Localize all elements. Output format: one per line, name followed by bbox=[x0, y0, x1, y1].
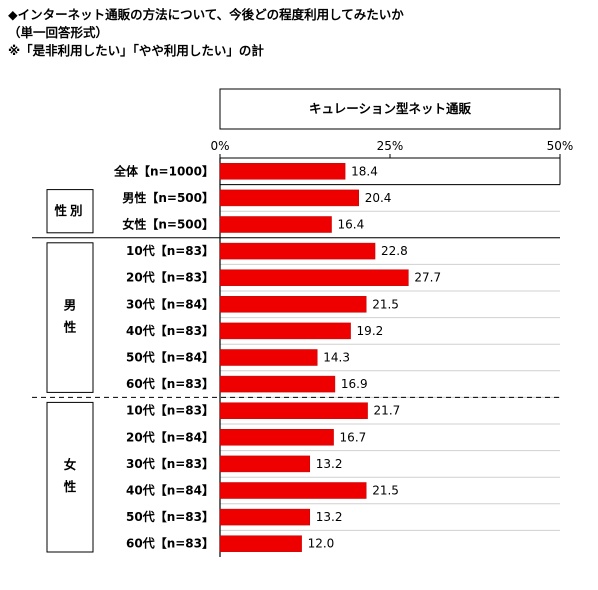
bar bbox=[219, 455, 311, 473]
series-header-box bbox=[219, 88, 561, 130]
bar bbox=[219, 508, 311, 526]
bar bbox=[219, 296, 367, 313]
category-label: 10代【n=83】 bbox=[126, 243, 214, 258]
value-label: 13.2 bbox=[316, 457, 343, 471]
value-label: 18.4 bbox=[351, 164, 378, 178]
category-label: 全体【n=1000】 bbox=[113, 163, 214, 178]
category-label: 30代【n=83】 bbox=[126, 456, 214, 471]
value-label: 21.5 bbox=[372, 297, 399, 311]
bar bbox=[219, 402, 368, 419]
x-tick-label: 25% bbox=[377, 139, 404, 153]
bar bbox=[219, 269, 409, 286]
category-label: 10代【n=83】 bbox=[126, 403, 214, 418]
title-line: ◆インターネット通販の方法について、今後どの程度利用してみたいか bbox=[8, 7, 404, 22]
category-label: 20代【n=84】 bbox=[126, 429, 214, 444]
value-label: 27.7 bbox=[414, 271, 441, 285]
category-label: 30代【n=84】 bbox=[126, 296, 214, 311]
group-box-male bbox=[46, 242, 94, 393]
bar bbox=[219, 429, 334, 446]
category-label: 60代【n=83】 bbox=[126, 536, 214, 551]
group-label: 女性 bbox=[63, 457, 77, 494]
category-label: 40代【n=83】 bbox=[126, 323, 214, 338]
group-label: 男性 bbox=[63, 298, 77, 335]
value-label: 22.8 bbox=[381, 244, 408, 258]
bar bbox=[219, 349, 318, 366]
bar bbox=[219, 189, 359, 207]
value-label: 16.9 bbox=[341, 377, 368, 391]
value-label: 14.3 bbox=[323, 351, 350, 365]
value-label: 13.2 bbox=[316, 510, 343, 524]
value-label: 16.4 bbox=[338, 218, 365, 232]
value-label: 16.7 bbox=[340, 430, 367, 444]
bar bbox=[219, 482, 367, 499]
bar bbox=[219, 322, 351, 340]
value-label: 19.2 bbox=[357, 324, 384, 338]
chart-title: ◆インターネット通販の方法について、今後どの程度利用してみたいか （単一回答形式… bbox=[8, 6, 404, 60]
bar bbox=[219, 535, 302, 552]
title-line: ※「是非利用したい」「やや利用したい」の計 bbox=[8, 43, 264, 58]
value-label: 12.0 bbox=[308, 537, 335, 551]
category-label: 50代【n=84】 bbox=[126, 350, 214, 365]
category-label: 20代【n=83】 bbox=[126, 270, 214, 285]
x-tick-label: 0% bbox=[210, 139, 229, 153]
bar bbox=[219, 163, 346, 180]
category-label: 50代【n=83】 bbox=[126, 509, 214, 524]
value-label: 20.4 bbox=[365, 191, 392, 205]
series-label: キュレーション型ネット通販 bbox=[309, 101, 472, 116]
group-box-female bbox=[46, 401, 94, 553]
category-label: 女性【n=500】 bbox=[122, 217, 214, 232]
category-label: 60代【n=83】 bbox=[126, 376, 214, 391]
group-label: 性別 bbox=[53, 203, 85, 218]
value-label: 21.7 bbox=[374, 404, 401, 418]
bar bbox=[219, 242, 376, 260]
group-box-gender bbox=[46, 189, 94, 234]
value-label: 21.5 bbox=[372, 484, 399, 498]
title-line: （単一回答形式） bbox=[8, 25, 109, 40]
bar bbox=[219, 216, 332, 233]
category-label: 40代【n=84】 bbox=[126, 483, 214, 498]
x-tick-label: 50% bbox=[547, 139, 574, 153]
bar bbox=[219, 375, 336, 393]
category-label: 男性【n=500】 bbox=[122, 190, 214, 205]
